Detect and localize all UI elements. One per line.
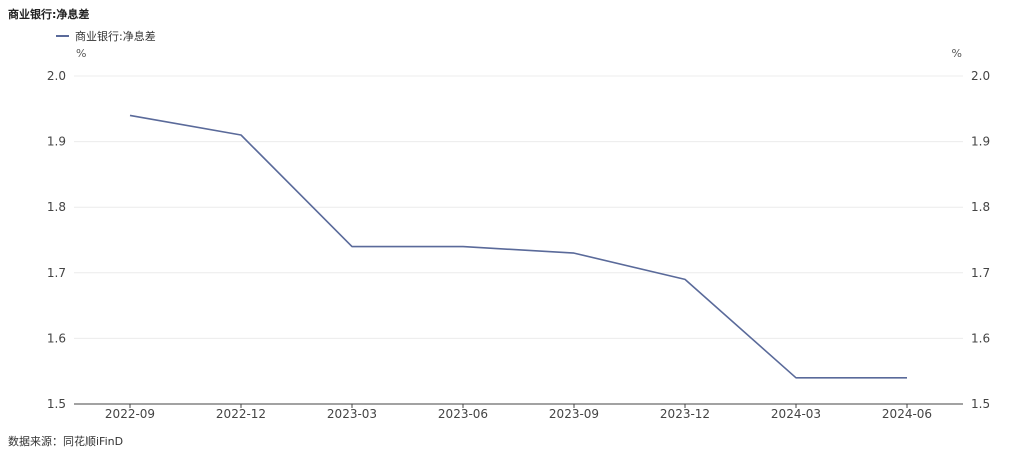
series-line bbox=[129, 114, 907, 379]
x-tick-label: 2022-09 bbox=[105, 407, 155, 421]
y-tick-label-left: 1.7 bbox=[47, 266, 66, 280]
x-tick-label: 2022-12 bbox=[216, 407, 266, 421]
x-tick-label: 2023-06 bbox=[438, 407, 488, 421]
legend: 商业银行:净息差 bbox=[56, 28, 156, 44]
x-tick-label: 2023-12 bbox=[660, 407, 710, 421]
series bbox=[129, 114, 907, 379]
y-tick-label-left: 1.5 bbox=[47, 397, 66, 411]
y-tick-label-left: 2.0 bbox=[47, 69, 66, 83]
x-tick-label: 2023-03 bbox=[327, 407, 377, 421]
data-source: 数据来源：同花顺iFinD bbox=[8, 435, 124, 448]
y-tick-label-right: 2.0 bbox=[971, 69, 990, 83]
gridlines bbox=[74, 75, 963, 339]
chart-title: 商业银行:净息差 bbox=[8, 8, 90, 21]
y-axis-left: 1.5 1.6 1.7 1.8 1.9 2.0 bbox=[47, 69, 66, 411]
y-tick-label-left: 1.8 bbox=[47, 200, 66, 214]
x-tick-label: 2023-09 bbox=[549, 407, 599, 421]
x-axis: 2022-09 2022-12 2023-03 2023-06 2023-09 2023-… bbox=[105, 404, 932, 421]
legend-label: 商业银行:净息差 bbox=[75, 30, 156, 43]
legend-swatch bbox=[56, 35, 69, 37]
y-tick-label-right: 1.8 bbox=[971, 200, 990, 214]
y-tick-label-right: 1.7 bbox=[971, 266, 990, 280]
y-tick-label-left: 1.6 bbox=[47, 331, 66, 345]
y-unit-left: % bbox=[76, 47, 86, 60]
y-unit-right: % bbox=[952, 47, 962, 60]
y-tick-label-left: 1.9 bbox=[47, 135, 66, 149]
y-tick-label-right: 1.6 bbox=[971, 331, 990, 345]
y-tick-label-right: 1.5 bbox=[971, 397, 990, 411]
y-tick-label-right: 1.9 bbox=[971, 135, 990, 149]
x-tick-label: 2024-06 bbox=[882, 407, 932, 421]
x-tick-label: 2024-03 bbox=[771, 407, 821, 421]
y-axis-right: 1.5 1.6 1.7 1.8 1.9 2.0 bbox=[971, 69, 990, 411]
